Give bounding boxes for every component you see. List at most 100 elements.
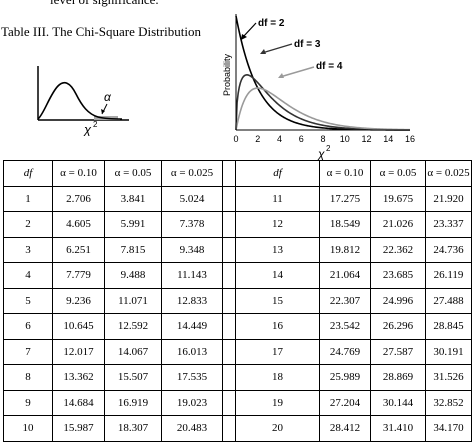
header-alpha-005-left: α = 0.05: [104, 160, 162, 187]
value-cell: 28.412: [319, 415, 371, 442]
value-cell: 21.064: [319, 262, 371, 289]
table-header-row: df α = 0.10 α = 0.05 α = 0.025 df α = 0.…: [3, 160, 472, 187]
value-cell: 12.017: [52, 338, 105, 365]
x-tick-label: 6: [299, 134, 304, 144]
df-cell: 12: [235, 211, 320, 238]
thumb-chi-sup: 2: [93, 120, 98, 129]
df-cell: 17: [235, 338, 320, 365]
value-cell: 27.488: [425, 287, 472, 314]
value-cell: 31.526: [425, 364, 472, 391]
df-cell: 7: [3, 338, 53, 365]
value-cell: 22.362: [370, 236, 426, 263]
value-cell: 15.507: [104, 364, 162, 391]
thumb-arrow-head: [101, 109, 105, 114]
value-cell: 3.841: [104, 185, 162, 212]
value-cell: 21.920: [425, 185, 472, 212]
table-spacer: [222, 287, 236, 314]
y-axis-label: Probability: [222, 53, 232, 96]
df-cell: 1: [3, 185, 53, 212]
value-cell: 23.685: [370, 262, 426, 289]
value-cell: 34.170: [425, 415, 472, 442]
table-spacer: [222, 389, 236, 416]
value-cell: 32.852: [425, 389, 472, 416]
table-spacer: [222, 262, 236, 289]
value-cell: 25.989: [319, 364, 371, 391]
value-cell: 12.833: [161, 287, 223, 314]
table-spacer: [222, 313, 236, 340]
header-alpha-010-right: α = 0.10: [319, 160, 371, 187]
value-cell: 22.307: [319, 287, 371, 314]
value-cell: 14.684: [52, 389, 105, 416]
table-row: 8 13.362 15.507 17.535 18 25.989 28.869 31.526: [3, 364, 472, 391]
df-cell: 4: [3, 262, 53, 289]
value-cell: 13.362: [52, 364, 105, 391]
value-cell: 11.143: [161, 262, 223, 289]
table-spacer: [222, 236, 236, 263]
df-cell: 14: [235, 262, 320, 289]
value-cell: 11.071: [104, 287, 162, 314]
df-cell: 13: [235, 236, 320, 263]
value-cell: 24.996: [370, 287, 426, 314]
x-tick-label: 16: [405, 134, 415, 144]
value-cell: 9.348: [161, 236, 223, 263]
df-cell: 16: [235, 313, 320, 340]
df-cell: 6: [3, 313, 53, 340]
value-cell: 6.251: [52, 236, 105, 263]
value-cell: 9.488: [104, 262, 162, 289]
x-tick-label: 4: [277, 134, 282, 144]
thumb-curve: [37, 81, 123, 120]
table-row: 2 4.605 5.991 7.378 12 18.549 21.026 23.337: [3, 211, 472, 238]
table-row: 3 6.251 7.815 9.348 13 19.812 22.362 24.736: [3, 236, 472, 263]
x-tick-label: 12: [361, 134, 371, 144]
value-cell: 31.410: [370, 415, 426, 442]
value-cell: 26.296: [370, 313, 426, 340]
value-cell: 19.023: [161, 389, 223, 416]
value-cell: 12.592: [104, 313, 162, 340]
value-cell: 10.645: [52, 313, 105, 340]
table-row: 4 7.779 9.488 11.143 14 21.064 23.685 26.119: [3, 262, 472, 289]
table-row: 7 12.017 14.067 16.013 17 24.769 27.587 30.191: [3, 338, 472, 365]
value-cell: 7.378: [161, 211, 223, 238]
value-cell: 26.119: [425, 262, 472, 289]
header-alpha-005-right: α = 0.05: [370, 160, 426, 187]
value-cell: 24.736: [425, 236, 472, 263]
table-row: 5 9.236 11.071 12.833 15 22.307 24.996 27.488: [3, 287, 472, 314]
value-cell: 27.587: [370, 338, 426, 365]
value-cell: 19.812: [319, 236, 371, 263]
table-spacer: [222, 415, 236, 442]
df-cell: 18: [235, 364, 320, 391]
value-cell: 16.013: [161, 338, 223, 365]
chi-square-thumbnail: α χ 2: [37, 66, 129, 136]
x-axis-label: χ: [317, 147, 325, 160]
x-axis-label-sup: 2: [326, 144, 331, 153]
x-tick-label: 0: [233, 134, 238, 144]
header-alpha-0025-right: α = 0.025: [425, 160, 472, 187]
value-cell: 9.236: [52, 287, 105, 314]
table-spacer: [222, 338, 236, 365]
chi-square-table: df α = 0.10 α = 0.05 α = 0.025 df α = 0.…: [3, 160, 472, 442]
value-cell: 14.067: [104, 338, 162, 365]
x-tick-label: 2: [255, 134, 260, 144]
df2-arrow-line: [242, 22, 257, 38]
thumb-chi-label: χ: [83, 122, 92, 136]
df4-arrow-line: [279, 66, 315, 78]
legend-df3: df = 3: [294, 39, 321, 50]
value-cell: 20.483: [161, 415, 223, 442]
df2-arrow-head: [241, 34, 247, 40]
x-tick-label: 8: [320, 134, 325, 144]
value-cell: 14.449: [161, 313, 223, 340]
value-cell: 30.191: [425, 338, 472, 365]
value-cell: 5.991: [104, 211, 162, 238]
table-caption: Table III. The Chi-Square Distribution: [1, 24, 201, 39]
series-line-df4: [235, 87, 411, 131]
table-row: 1 2.706 3.841 5.024 11 17.275 19.675 21.920: [3, 185, 472, 212]
value-cell: 27.204: [319, 389, 371, 416]
df-cell: 8: [3, 364, 53, 391]
value-cell: 15.987: [52, 415, 105, 442]
value-cell: 23.337: [425, 211, 472, 238]
value-cell: 7.779: [52, 262, 105, 289]
x-tick-label: 14: [383, 134, 393, 144]
series-line-df2: [235, 15, 410, 131]
value-cell: 16.919: [104, 389, 162, 416]
df-cell: 10: [3, 415, 53, 442]
